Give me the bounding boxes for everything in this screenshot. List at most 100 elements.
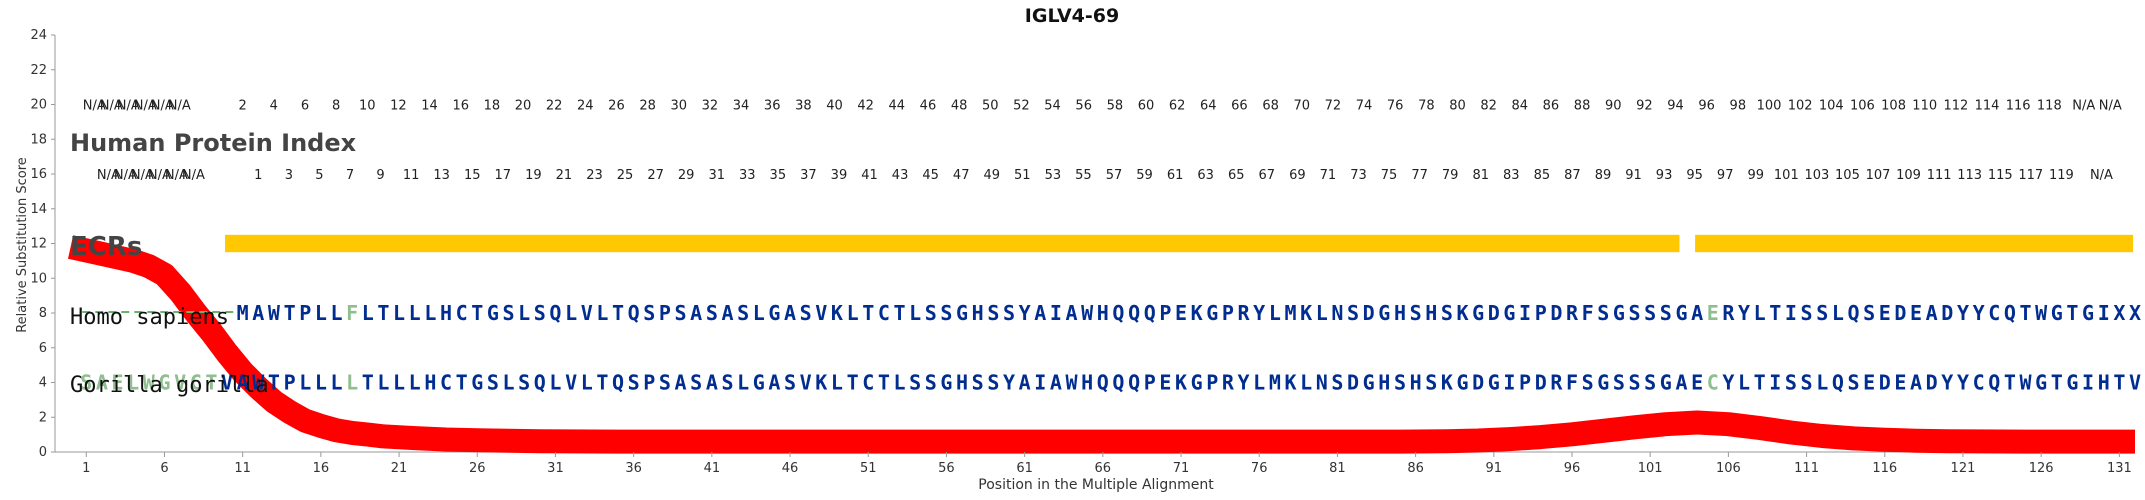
gorilla-residue: D <box>1535 370 1547 394</box>
index-bottom-label: 115 <box>1988 168 2013 183</box>
homo-residue: K <box>831 301 843 325</box>
gorilla-residue: H <box>1410 370 1422 394</box>
homo-residue: C <box>1988 301 2000 325</box>
gorilla-residue: C <box>1707 370 1719 394</box>
x-tick-label: 6 <box>160 461 168 476</box>
gorilla-residue: W <box>2020 370 2033 394</box>
index-top-label: 48 <box>951 99 968 114</box>
x-tick-label: 86 <box>1407 461 1424 476</box>
index-top-label: 80 <box>1449 99 1466 114</box>
index-top-label: 110 <box>1912 99 1937 114</box>
homo-residue: Q <box>1144 301 1156 325</box>
index-top-label: 28 <box>639 99 656 114</box>
gorilla-residue: S <box>1847 370 1859 394</box>
homo-residue: D <box>1363 301 1375 325</box>
homo-residue: S <box>1597 301 1609 325</box>
gorilla-residue: S <box>659 370 671 394</box>
x-tick-label: 121 <box>1951 461 1976 476</box>
gorilla-residue: I <box>1503 370 1515 394</box>
x-tick-label: 11 <box>234 461 251 476</box>
gorilla-residue: L <box>581 370 593 394</box>
x-axis-label: Position in the Multiple Alignment <box>978 477 1214 493</box>
homo-residue: P <box>1159 301 1171 325</box>
index-top-label: N/A <box>83 99 106 114</box>
index-bottom-label: 33 <box>739 168 756 183</box>
index-top-label: 70 <box>1293 99 1310 114</box>
gorilla-residue: S <box>1394 370 1406 394</box>
index-bottom-label: 75 <box>1381 168 1398 183</box>
homo-residue: L <box>393 301 405 325</box>
gorilla-residue: S <box>1629 370 1641 394</box>
index-bottom-label: 71 <box>1320 168 1337 183</box>
gorilla-residue: S <box>784 370 796 394</box>
gorilla-residue: F <box>1566 370 1578 394</box>
homo-residue: A <box>1034 301 1046 325</box>
homo-residue: L <box>1269 301 1281 325</box>
index-top-label: 18 <box>484 99 501 114</box>
index-bottom-label: N/A <box>165 168 188 183</box>
homo-residue: X <box>2129 301 2141 325</box>
x-tick-label: 46 <box>782 461 799 476</box>
homo-residue: L <box>909 301 921 325</box>
gorilla-residue: K <box>1175 370 1187 394</box>
gorilla-residue: T <box>847 370 859 394</box>
index-top-label: N/A <box>134 99 157 114</box>
gorilla-residue: S <box>972 370 984 394</box>
homo-residue: Y <box>1253 301 1265 325</box>
homo-residue: S <box>925 301 937 325</box>
homo-residue: M <box>1284 301 1296 325</box>
index-bottom-label: 89 <box>1595 168 1612 183</box>
homo-residue: F <box>346 301 358 325</box>
homo-residue: G <box>2051 301 2063 325</box>
gorilla-residue: T <box>456 370 468 394</box>
index-bottom-label: 41 <box>861 168 878 183</box>
index-top-label: 104 <box>1819 99 1844 114</box>
index-bottom-label: 23 <box>586 168 603 183</box>
gorilla-residue: L <box>549 370 561 394</box>
index-bottom-label: 57 <box>1106 168 1123 183</box>
index-bottom-label: N/A <box>2090 168 2113 183</box>
chart-title: IGLV4-69 <box>1025 5 1119 27</box>
gorilla-residue: Q <box>1112 370 1124 394</box>
index-bottom-label: 65 <box>1228 168 1245 183</box>
index-bottom-label: 117 <box>2018 168 2043 183</box>
index-bottom-label: 77 <box>1411 168 1428 183</box>
gorilla-residue: Q <box>1832 370 1844 394</box>
gorilla-residue: M <box>1269 370 1281 394</box>
gorilla-residue: G <box>1597 370 1609 394</box>
gorilla-residue: L <box>330 370 342 394</box>
index-top-label: 116 <box>2006 99 2031 114</box>
gorilla-residue: A <box>1019 370 1031 394</box>
y-tick-label: 14 <box>30 202 47 217</box>
homo-residue: E <box>1175 301 1187 325</box>
x-tick-label: 21 <box>391 461 408 476</box>
gorilla-residue: G <box>1191 370 1203 394</box>
gorilla-residue: W <box>252 370 265 394</box>
gorilla-residue: A <box>768 370 780 394</box>
index-bottom-label: 27 <box>647 168 664 183</box>
gorilla-residue: S <box>1785 370 1797 394</box>
homo-residue: G <box>1613 301 1625 325</box>
gorilla-residue: G <box>471 370 483 394</box>
index-bottom-label: 45 <box>922 168 939 183</box>
index-bottom-label: 79 <box>1442 168 1459 183</box>
gorilla-residue: L <box>1300 370 1312 394</box>
gorilla-residue: E <box>1691 370 1703 394</box>
gorilla-residue: G <box>1456 370 1468 394</box>
index-top-label: 118 <box>2037 99 2062 114</box>
index-top-label: 76 <box>1387 99 1404 114</box>
gorilla-residue: L <box>1738 370 1750 394</box>
index-bottom-label: 47 <box>953 168 970 183</box>
x-tick-label: 111 <box>1794 461 1819 476</box>
homo-residue: K <box>1300 301 1312 325</box>
index-top-label: 32 <box>702 99 719 114</box>
index-bottom-label: 67 <box>1259 168 1276 183</box>
gorilla-residue: Y <box>1238 370 1250 394</box>
gorilla-residue: K <box>1441 370 1453 394</box>
gorilla-residue: A <box>1675 370 1687 394</box>
gorilla-residue: S <box>690 370 702 394</box>
homo-residue: Q <box>1847 301 1859 325</box>
x-tick-label: 106 <box>1716 461 1741 476</box>
homo-residue: S <box>1629 301 1641 325</box>
